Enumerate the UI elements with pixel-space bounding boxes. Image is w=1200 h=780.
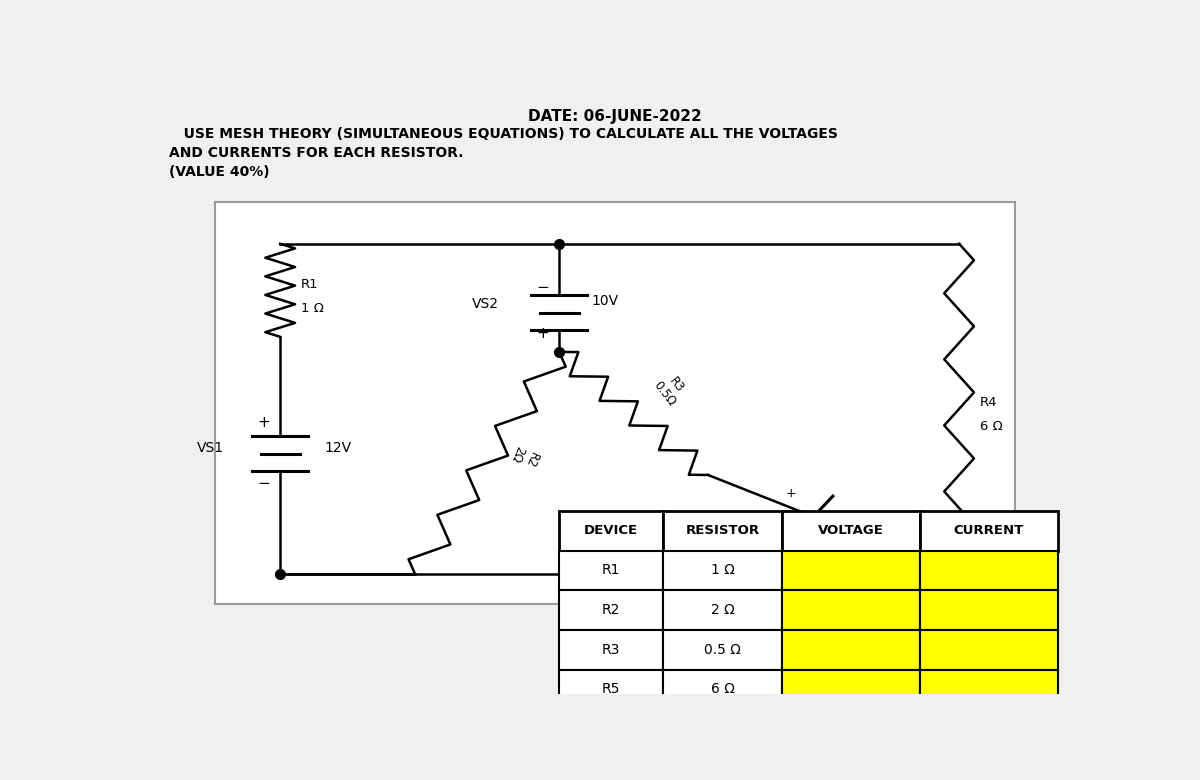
Bar <box>920 511 1057 551</box>
Text: 0.5 Ω: 0.5 Ω <box>704 643 742 657</box>
Bar <box>559 590 664 630</box>
Bar <box>920 669 1057 709</box>
Text: 6 Ω: 6 Ω <box>710 682 734 697</box>
Text: VS3
12V: VS3 12V <box>878 543 913 579</box>
Text: 2 Ω: 2 Ω <box>712 603 734 617</box>
Text: 1 Ω: 1 Ω <box>301 302 324 315</box>
Bar <box>215 202 1015 604</box>
Bar <box>920 630 1057 669</box>
Bar <box>664 590 782 630</box>
Text: RESISTOR: RESISTOR <box>686 524 760 537</box>
Text: USE MESH THEORY (SIMULTANEOUS EQUATIONS) TO CALCULATE ALL THE VOLTAGES: USE MESH THEORY (SIMULTANEOUS EQUATIONS)… <box>168 126 838 140</box>
Text: 6 Ω: 6 Ω <box>979 420 1002 434</box>
Bar <box>782 511 920 551</box>
Bar <box>664 551 782 590</box>
Text: VS1: VS1 <box>197 441 224 455</box>
Text: DATE: 06-JUNE-2022: DATE: 06-JUNE-2022 <box>528 108 702 123</box>
Text: R1: R1 <box>301 278 318 291</box>
Bar <box>920 590 1057 630</box>
Text: +: + <box>786 488 797 500</box>
Bar <box>782 551 920 590</box>
Text: VOLTAGE: VOLTAGE <box>818 524 884 537</box>
Bar <box>559 551 664 590</box>
Text: (VALUE 40%): (VALUE 40%) <box>168 165 269 179</box>
Bar <box>782 630 920 669</box>
Text: 12V: 12V <box>325 441 352 455</box>
Text: R2
2Ω: R2 2Ω <box>509 444 540 470</box>
Bar <box>782 669 920 709</box>
Text: R1: R1 <box>602 563 620 577</box>
Bar <box>559 630 664 669</box>
Text: R2: R2 <box>602 603 620 617</box>
Text: DEVICE: DEVICE <box>584 524 638 537</box>
Text: AND CURRENTS FOR EACH RESISTOR.: AND CURRENTS FOR EACH RESISTOR. <box>168 146 463 160</box>
Text: R5: R5 <box>602 682 620 697</box>
Text: +: + <box>257 415 270 431</box>
Text: −: − <box>257 477 270 491</box>
Text: 10V: 10V <box>592 294 619 308</box>
Text: R3: R3 <box>602 643 620 657</box>
Bar <box>782 590 920 630</box>
Bar <box>664 511 782 551</box>
Bar <box>559 669 664 709</box>
Text: R4: R4 <box>979 396 997 410</box>
Bar <box>664 630 782 669</box>
Bar <box>664 669 782 709</box>
Text: CURRENT: CURRENT <box>954 524 1024 537</box>
Bar <box>920 551 1057 590</box>
Bar <box>559 511 664 551</box>
Text: R3
0.5Ω: R3 0.5Ω <box>652 370 690 409</box>
Text: VS2: VS2 <box>472 297 499 310</box>
Text: +: + <box>536 326 548 342</box>
Text: −: − <box>536 280 548 295</box>
Text: 1 Ω: 1 Ω <box>710 563 734 577</box>
